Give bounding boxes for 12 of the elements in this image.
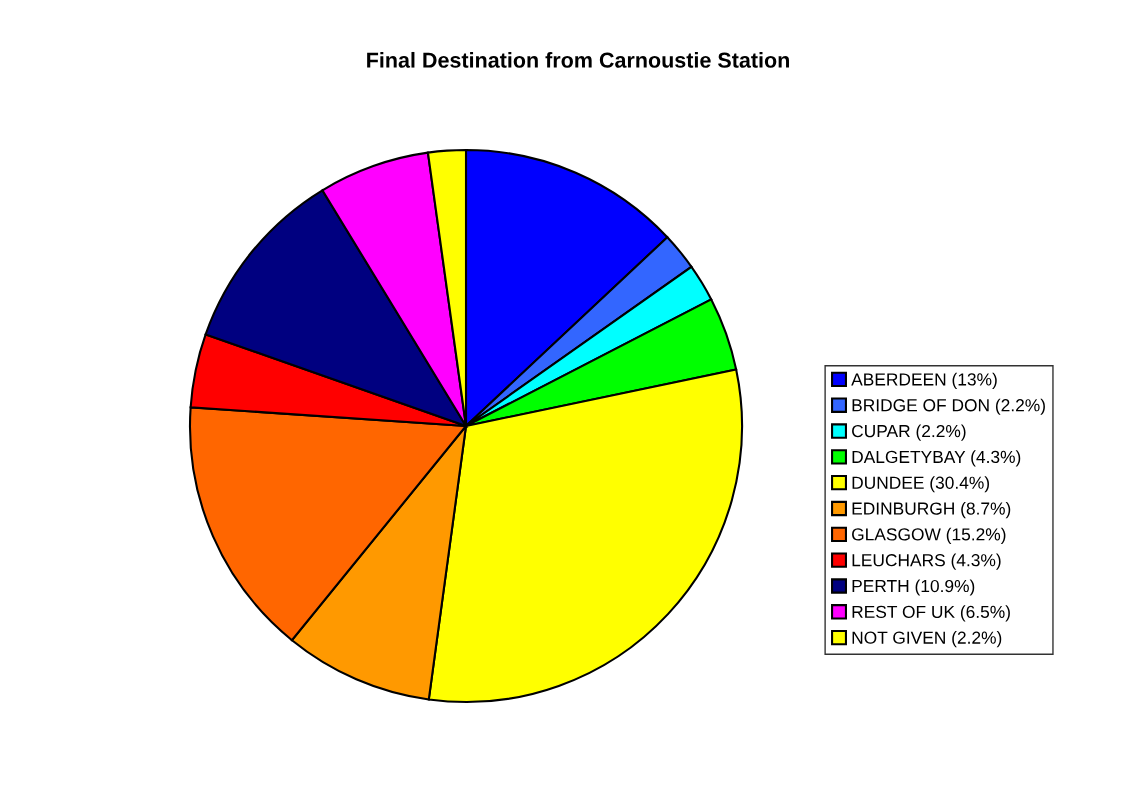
legend-label: DUNDEE (30.4%) bbox=[852, 476, 990, 493]
legend-label: LEUCHARS (4.3%) bbox=[852, 553, 1001, 570]
legend-label: BRIDGE OF DON (2.2%) bbox=[852, 398, 1045, 415]
chart-title: Final Destination from Carnoustie Station bbox=[367, 51, 789, 68]
legend-label: EDINBURGH (8.7%) bbox=[852, 501, 1011, 519]
legend-label: PERTH (10.9%) bbox=[852, 579, 975, 596]
legend-label: CUPAR (2.2%) bbox=[852, 424, 966, 441]
legend-label: GLASGOW (15.2%) bbox=[852, 527, 1006, 544]
legend-label: DALGETYBAY (4.3%) bbox=[852, 450, 1021, 467]
legend-label: NOT GIVEN (2.2%) bbox=[852, 631, 1002, 648]
legend-label: REST OF UK (6.5%) bbox=[852, 605, 1010, 622]
legend-label: ABERDEEN (13%) bbox=[851, 372, 997, 390]
